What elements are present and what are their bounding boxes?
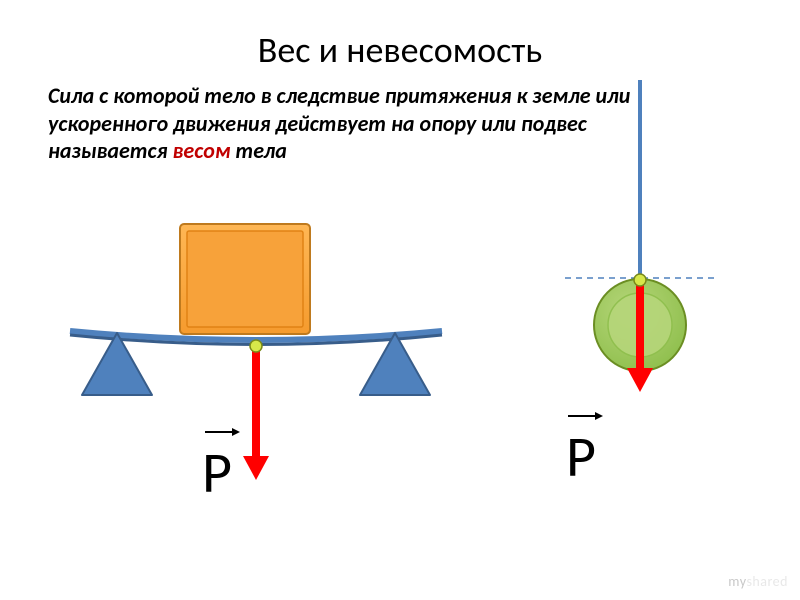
weight-box-inner	[187, 231, 303, 327]
force-origin-dot	[250, 340, 262, 352]
p-vector-mark-head	[232, 428, 240, 436]
definition-highlight: весом	[173, 137, 231, 164]
force-arrow-head	[243, 456, 269, 480]
force-arrow-head	[627, 368, 653, 392]
p-label: P	[566, 421, 596, 492]
page-title: Вес и невесомость	[0, 0, 800, 72]
definition-post: тела	[231, 137, 287, 164]
watermark-my: my	[728, 573, 746, 590]
watermark: myshared	[728, 573, 788, 590]
force-origin-dot	[634, 274, 646, 286]
p-vector-mark-head	[595, 412, 603, 420]
watermark-shared: shared	[746, 573, 788, 590]
diagram-left: P	[30, 210, 470, 530]
p-label: P	[202, 437, 232, 508]
diagram-right: P	[510, 80, 770, 540]
